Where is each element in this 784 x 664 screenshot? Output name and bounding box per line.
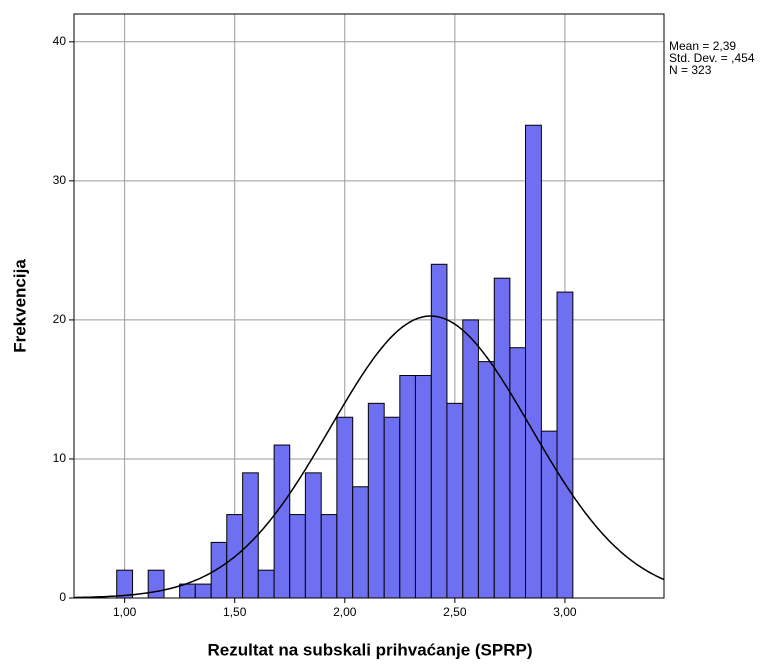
bar — [336, 416, 354, 599]
y-tick-label: 0 — [59, 590, 66, 604]
bar — [304, 472, 322, 599]
bar — [273, 444, 291, 599]
y-tick-label: 10 — [53, 451, 67, 465]
bar — [242, 472, 259, 599]
bar — [257, 569, 275, 599]
y-tick-label: 30 — [53, 173, 67, 187]
bar — [509, 347, 527, 599]
y-tick-label: 20 — [53, 312, 67, 326]
bar — [194, 583, 212, 599]
bar — [399, 375, 416, 599]
bar — [430, 263, 448, 599]
x-tick-label: 2,00 — [333, 605, 357, 619]
bar — [383, 416, 401, 599]
bar — [477, 361, 495, 599]
bar — [525, 124, 542, 599]
bar — [147, 569, 165, 599]
x-tick-label: 2,50 — [443, 605, 467, 619]
stats-annotation: Mean = 2,39 — [669, 39, 736, 53]
bar — [446, 402, 464, 599]
x-axis-title: Rezultat na subskali prihvaćanje (SPRP) — [208, 640, 533, 659]
bar — [462, 319, 479, 599]
bar — [210, 541, 228, 599]
plot-border — [73, 13, 665, 599]
x-tick-label: 1,50 — [223, 605, 247, 619]
y-axis-title: Frekvencija — [10, 259, 29, 353]
bar — [556, 291, 574, 599]
stats-annotation: N = 323 — [669, 63, 712, 77]
bar — [320, 514, 338, 599]
bar — [289, 514, 306, 599]
stats-annotation: Std. Dev. = ,454 — [669, 51, 755, 65]
bar — [367, 402, 385, 599]
y-tick-label: 40 — [53, 34, 67, 48]
bar — [352, 486, 369, 599]
bar — [116, 569, 134, 599]
bar — [414, 375, 432, 599]
bar — [493, 277, 511, 599]
x-tick-label: 1,00 — [113, 605, 137, 619]
normal-curve — [74, 315, 665, 599]
x-tick-label: 3,00 — [553, 605, 577, 619]
bar — [179, 583, 196, 599]
bar — [540, 430, 558, 599]
